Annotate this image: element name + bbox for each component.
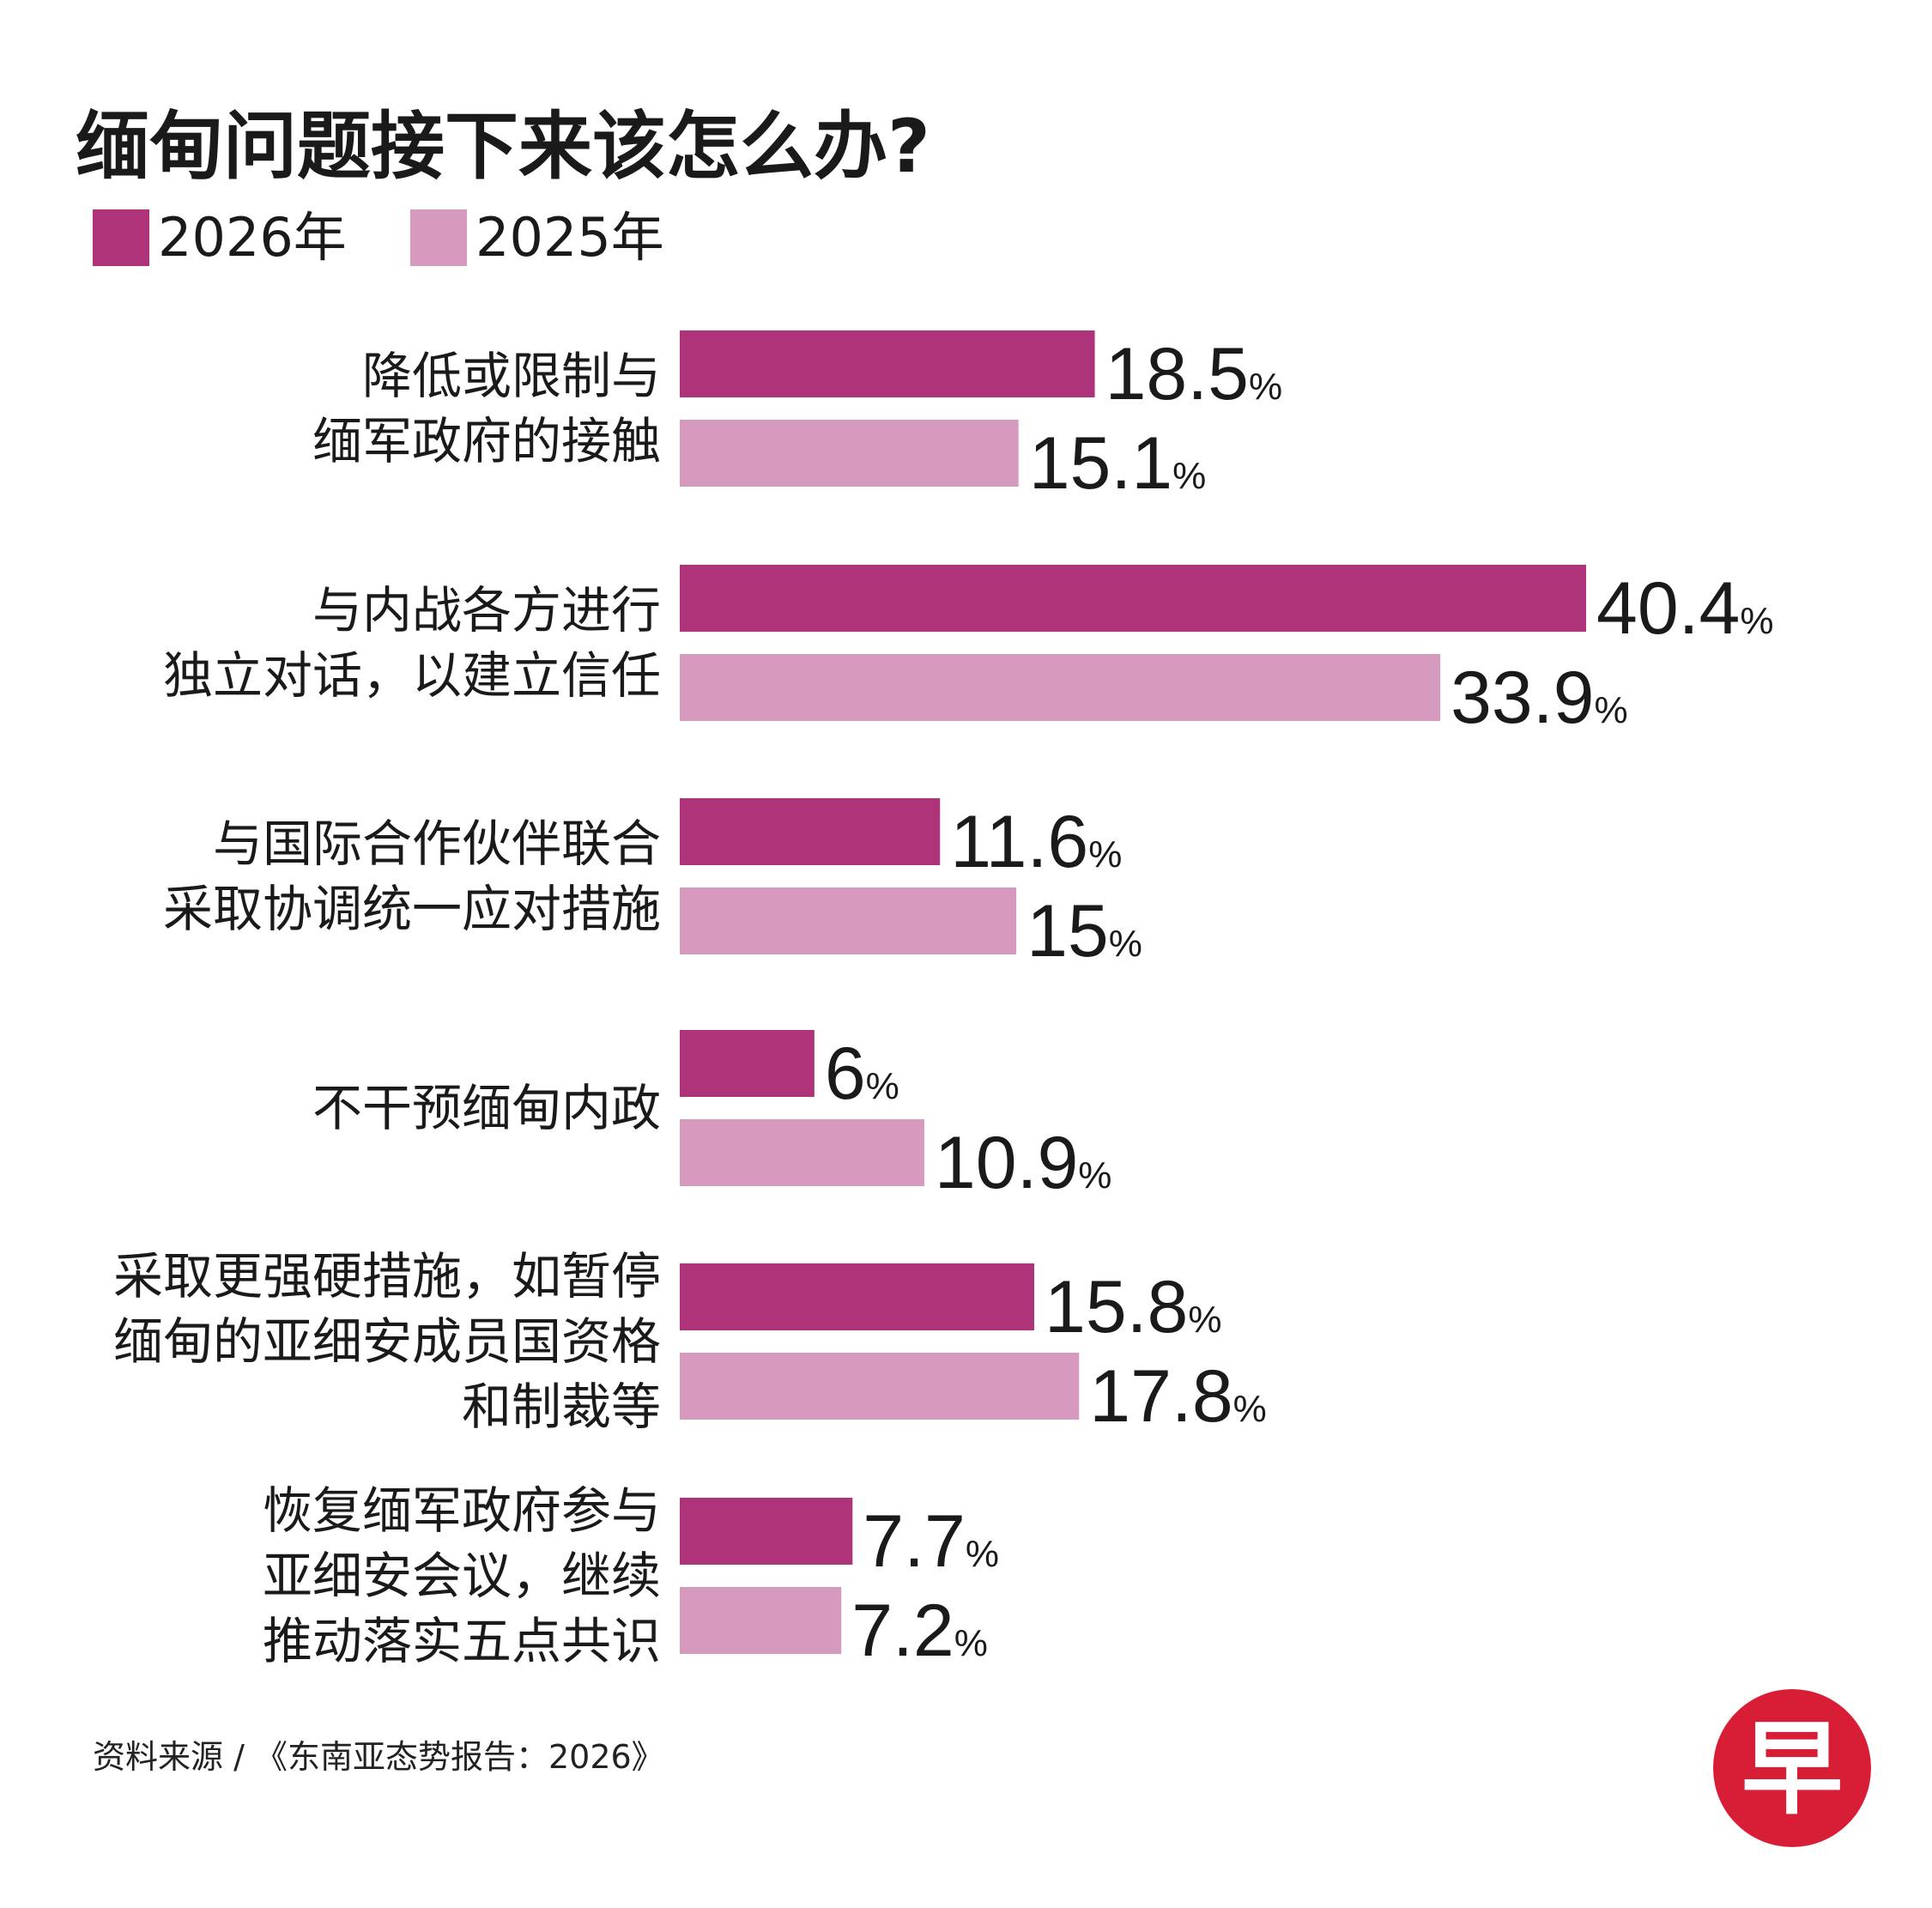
value-label-2025-4: 17.8% [1089, 1355, 1267, 1438]
bar-2026-3 [680, 1030, 815, 1097]
zaobao-logo-icon: 早 [1713, 1689, 1871, 1847]
value-label-2026-2: 11.6% [950, 801, 1122, 883]
category-label-2-line-1: 采取协调统一应对措施 [163, 880, 661, 938]
value-label-2025-2: 15% [1027, 890, 1142, 972]
category-label-5-line-0: 恢复缅军政府参与 [263, 1481, 661, 1540]
bar-2025-0 [680, 420, 1019, 487]
legend: 2026年 2025年 [93, 206, 664, 269]
category-label-4-line-1: 缅甸的亚细安成员国资格 [113, 1312, 661, 1371]
logo-glyph: 早 [1741, 1710, 1843, 1828]
bar-2026-1 [680, 565, 1586, 632]
bar-2026-2 [680, 798, 941, 865]
bar-2025-5 [680, 1587, 842, 1654]
bar-2025-2 [680, 887, 1017, 954]
category-label-5-line-1: 亚细安会议，继续 [263, 1547, 661, 1605]
category-label-1-line-1: 独立对话，以建立信任 [163, 646, 661, 705]
value-label-2026-4: 15.8% [1045, 1266, 1222, 1348]
category-label-0-line-0: 降低或限制与 [362, 347, 661, 405]
legend-label-2025: 2025年 [475, 206, 664, 269]
category-label-1-line-0: 与内战各方进行 [312, 581, 661, 639]
chart-title: 缅甸问题接下来该怎么办? [76, 104, 930, 190]
bar-2025-1 [680, 654, 1441, 721]
bar-2026-5 [680, 1498, 853, 1565]
bar-2025-4 [680, 1353, 1080, 1420]
logo-circle [1713, 1689, 1871, 1847]
bar-2026-0 [680, 330, 1095, 397]
value-label-2025-0: 15.1% [1029, 422, 1207, 505]
category-label-5-line-2: 推动落实五点共识 [263, 1612, 661, 1670]
category-label-3-line-0: 不干预缅甸内政 [312, 1079, 661, 1137]
bar-2026-4 [680, 1263, 1034, 1330]
legend-label-2026: 2026年 [158, 206, 347, 269]
category-label-4-line-0: 采取更强硬措施，如暂停 [113, 1247, 661, 1305]
value-label-2026-1: 40.4% [1596, 567, 1774, 650]
category-label-4-line-2: 和制裁等 [462, 1378, 661, 1436]
value-label-2026-5: 7.7% [863, 1500, 999, 1583]
value-label-2026-0: 18.5% [1105, 333, 1283, 415]
value-label-2025-1: 33.9% [1451, 657, 1628, 739]
bar-2025-3 [680, 1119, 924, 1186]
value-label-2025-3: 10.9% [935, 1122, 1112, 1204]
source-note: 资料来源 / 《东南亚态势报告：2026》 [93, 1738, 664, 1776]
value-label-2026-3: 6% [825, 1033, 899, 1115]
category-label-0-line-1: 缅军政府的接触 [312, 412, 661, 470]
value-label-2025-5: 7.2% [851, 1590, 988, 1672]
legend-swatch-2025 [410, 209, 467, 266]
category-label-2-line-0: 与国际合作伙伴联合 [213, 815, 661, 873]
legend-swatch-2026 [93, 209, 149, 266]
